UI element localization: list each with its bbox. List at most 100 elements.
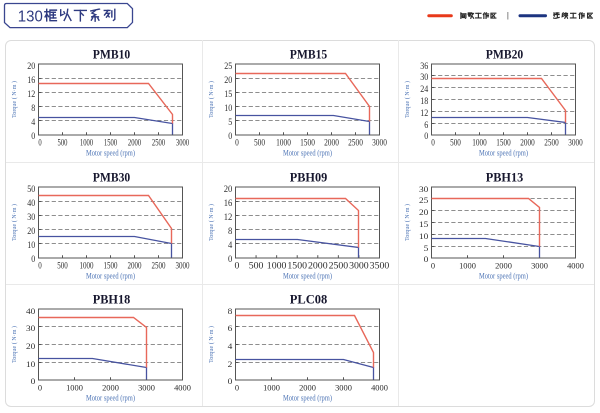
- svg-text:18: 18: [420, 96, 428, 106]
- svg-text:2500: 2500: [348, 137, 363, 148]
- svg-text:0: 0: [38, 137, 41, 148]
- svg-text:Motor speed (rpm): Motor speed (rpm): [86, 148, 135, 157]
- svg-text:Motor speed (rpm): Motor speed (rpm): [479, 148, 528, 157]
- svg-text:Torque ( N·m ): Torque ( N·m ): [208, 81, 215, 118]
- svg-text:4: 4: [31, 117, 35, 127]
- svg-text:2500: 2500: [544, 137, 559, 148]
- svg-text:20: 20: [224, 183, 233, 193]
- svg-text:4000: 4000: [371, 382, 388, 392]
- svg-text:0: 0: [424, 131, 428, 141]
- svg-text:Motor speed (rpm): Motor speed (rpm): [283, 393, 332, 402]
- svg-text:15: 15: [224, 89, 232, 99]
- svg-text:40: 40: [27, 198, 35, 208]
- svg-text:2500: 2500: [152, 260, 166, 271]
- svg-text:1000: 1000: [472, 137, 487, 148]
- svg-text:1500: 1500: [104, 137, 117, 148]
- svg-text:Torque ( N·m ): Torque ( N·m ): [404, 81, 411, 118]
- svg-text:0: 0: [431, 260, 436, 270]
- svg-text:25: 25: [419, 194, 428, 204]
- svg-text:1000: 1000: [267, 261, 287, 271]
- svg-text:0: 0: [228, 131, 232, 141]
- svg-text:8: 8: [31, 103, 35, 113]
- svg-text:PBH18: PBH18: [93, 292, 131, 306]
- svg-text:25: 25: [224, 61, 232, 71]
- svg-text:Motor speed (rpm): Motor speed (rpm): [86, 393, 135, 402]
- svg-text:36: 36: [420, 61, 428, 71]
- svg-text:10: 10: [26, 358, 36, 368]
- svg-text:8: 8: [228, 225, 233, 235]
- svg-text:40: 40: [26, 305, 36, 315]
- svg-text:20: 20: [224, 75, 232, 85]
- svg-text:10: 10: [419, 230, 429, 240]
- svg-text:10: 10: [27, 240, 35, 250]
- svg-text:4000: 4000: [567, 260, 584, 270]
- svg-text:PMB15: PMB15: [290, 47, 328, 61]
- svg-text:16: 16: [27, 75, 35, 85]
- svg-text:Motor speed (rpm): Motor speed (rpm): [283, 148, 332, 157]
- svg-text:12: 12: [224, 211, 233, 221]
- svg-text:24: 24: [420, 84, 428, 94]
- svg-text:2000: 2000: [299, 382, 316, 392]
- svg-text:1000: 1000: [80, 260, 94, 271]
- svg-text:10: 10: [224, 103, 232, 113]
- svg-text:1500: 1500: [287, 261, 307, 271]
- svg-text:8: 8: [228, 305, 233, 315]
- svg-text:30: 30: [27, 212, 35, 222]
- svg-text:16: 16: [224, 197, 233, 207]
- svg-text:3000: 3000: [568, 137, 583, 148]
- svg-text:3500: 3500: [370, 261, 390, 271]
- svg-text:0: 0: [431, 137, 435, 148]
- svg-text:6: 6: [228, 322, 233, 332]
- svg-text:2000: 2000: [324, 137, 339, 148]
- svg-text:1500: 1500: [300, 137, 315, 148]
- svg-text:Motor speed (rpm): Motor speed (rpm): [86, 271, 135, 280]
- svg-text:0: 0: [228, 375, 233, 385]
- svg-text:5: 5: [424, 242, 429, 252]
- svg-text:PMB10: PMB10: [93, 47, 131, 61]
- svg-text:0: 0: [38, 260, 42, 271]
- svg-text:1500: 1500: [104, 260, 118, 271]
- svg-text:1000: 1000: [276, 137, 291, 148]
- svg-text:3000: 3000: [176, 260, 190, 271]
- svg-text:1000: 1000: [80, 137, 93, 148]
- svg-text:PBH13: PBH13: [486, 170, 524, 184]
- svg-text:Torque ( N·m ): Torque ( N·m ): [11, 326, 18, 363]
- svg-text:Motor speed (rpm): Motor speed (rpm): [283, 271, 332, 280]
- svg-text:Torque ( N·m ): Torque ( N·m ): [208, 204, 215, 241]
- svg-text:12: 12: [27, 89, 35, 99]
- svg-text:Torque ( N·m ): Torque ( N·m ): [11, 81, 18, 118]
- svg-text:500: 500: [450, 137, 461, 148]
- svg-text:Torque ( N·m ): Torque ( N·m ): [11, 204, 18, 241]
- svg-text:50: 50: [27, 184, 35, 194]
- svg-text:30: 30: [420, 72, 428, 82]
- svg-text:2000: 2000: [128, 137, 141, 148]
- svg-text:1000: 1000: [459, 260, 476, 270]
- svg-text:2: 2: [228, 358, 233, 368]
- svg-text:20: 20: [26, 340, 36, 350]
- svg-text:130: 130: [18, 9, 43, 26]
- svg-text:Motor speed (rpm): Motor speed (rpm): [479, 271, 528, 280]
- svg-text:500: 500: [58, 137, 68, 148]
- svg-text:500: 500: [249, 261, 264, 271]
- svg-text:4: 4: [228, 239, 233, 249]
- svg-text:0: 0: [235, 137, 239, 148]
- svg-text:3000: 3000: [335, 382, 352, 392]
- svg-text:0: 0: [38, 382, 43, 392]
- svg-text:2000: 2000: [495, 260, 512, 270]
- svg-text:Torque ( N·m ): Torque ( N·m ): [208, 326, 215, 363]
- svg-text:500: 500: [254, 137, 265, 148]
- svg-text:15: 15: [419, 218, 428, 228]
- svg-text:1500: 1500: [496, 137, 511, 148]
- svg-text:3000: 3000: [138, 382, 155, 392]
- svg-text:0: 0: [228, 253, 233, 263]
- svg-text:4: 4: [228, 340, 233, 350]
- svg-text:0: 0: [424, 253, 429, 263]
- svg-text:500: 500: [57, 260, 68, 271]
- svg-text:PMB20: PMB20: [486, 47, 524, 61]
- svg-text:2000: 2000: [128, 260, 142, 271]
- svg-text:20: 20: [27, 226, 35, 236]
- svg-text:3000: 3000: [349, 261, 369, 271]
- svg-text:2000: 2000: [102, 382, 119, 392]
- svg-text:30: 30: [26, 322, 36, 332]
- svg-text:2000: 2000: [520, 137, 535, 148]
